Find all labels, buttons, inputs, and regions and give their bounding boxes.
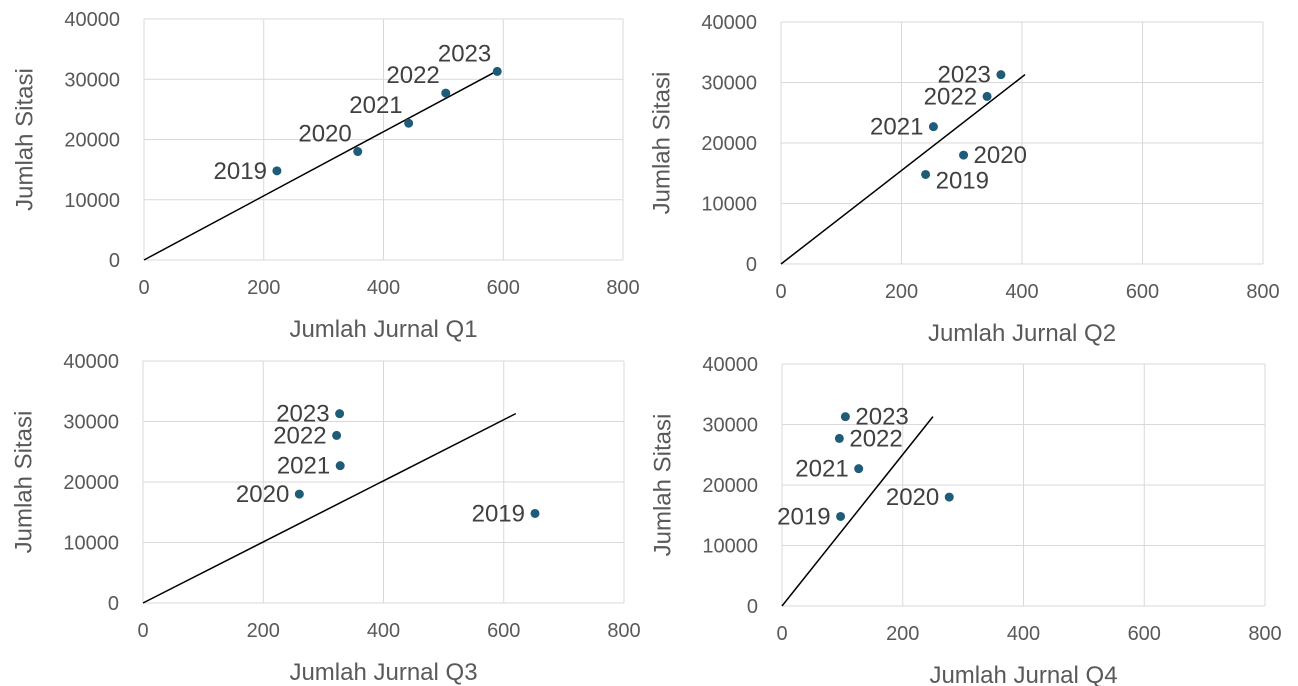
y-tick-label: 40000 [63, 351, 119, 373]
x-tick-label: 600 [1126, 281, 1159, 303]
data-label: 2020 [236, 481, 289, 508]
y-tick-label: 10000 [64, 190, 120, 212]
x-tick-label: 0 [775, 281, 786, 303]
data-point [530, 508, 540, 518]
y-tick-label: 30000 [63, 412, 119, 434]
y-tick-label: 30000 [702, 415, 758, 437]
y-tick-label: 30000 [64, 69, 120, 91]
data-point [294, 489, 304, 499]
data-label: 2021 [870, 114, 923, 141]
y-tick-label: 10000 [702, 536, 758, 558]
y-tick-label: 20000 [702, 475, 758, 497]
data-label: 2022 [924, 83, 977, 110]
x-tick-label: 800 [606, 277, 639, 299]
x-axis-title: Jumlah Jurnal Q3 [289, 659, 477, 686]
trendline [781, 416, 934, 607]
y-tick-label: 40000 [701, 12, 757, 34]
chart-panel-4: 0 200 400 600 800 0 10000 20000 30000 40000 Jumlah… [649, 354, 1281, 686]
y-axis-title: Jumlah Sitasi [10, 411, 37, 554]
y-tick-label: 40000 [702, 354, 758, 376]
data-label: 2022 [273, 422, 326, 449]
data-point [854, 464, 864, 474]
x-tick-label: 800 [1246, 281, 1279, 303]
data-label: 2023 [276, 401, 329, 428]
x-tick-label: 0 [138, 277, 149, 299]
data-point [335, 461, 345, 471]
data-label: 2020 [886, 484, 939, 511]
data-label: 2019 [472, 500, 525, 527]
data-label: 2021 [349, 92, 402, 119]
x-axis-title: Jumlah Jurnal Q4 [929, 662, 1117, 686]
trendline [143, 70, 497, 261]
x-tick-label: 600 [487, 620, 520, 642]
data-label: 2022 [386, 62, 439, 89]
x-axis-title: Jumlah Jurnal Q2 [928, 320, 1116, 347]
data-point [996, 70, 1006, 80]
data-point [834, 433, 844, 443]
x-tick-label: 200 [247, 277, 280, 299]
y-tick-label: 20000 [64, 130, 120, 152]
data-point [836, 511, 846, 521]
x-tick-label: 200 [247, 620, 280, 642]
data-point [959, 150, 969, 160]
data-point [335, 409, 345, 419]
y-tick-label: 0 [746, 254, 757, 276]
x-tick-label: 0 [776, 623, 787, 645]
y-axis-title: Jumlah Sitasi [649, 414, 676, 557]
trendline [142, 412, 517, 604]
data-label: 2023 [855, 404, 908, 431]
y-tick-label: 20000 [63, 472, 119, 494]
x-tick-label: 400 [367, 277, 400, 299]
data-point [982, 91, 992, 101]
x-tick-label: 400 [367, 620, 400, 642]
data-point [928, 122, 938, 132]
trendline [780, 74, 1026, 265]
x-tick-label: 0 [137, 620, 148, 642]
data-label: 2023 [938, 62, 991, 89]
x-tick-label: 200 [885, 281, 918, 303]
y-axis-title: Jumlah Sitasi [648, 72, 675, 215]
data-label: 2022 [849, 425, 902, 452]
x-tick-label: 200 [886, 623, 919, 645]
data-point [441, 88, 451, 98]
data-point [492, 66, 502, 76]
chart-panel-2: 0 200 400 600 800 0 10000 20000 30000 40000 Jumlah… [648, 12, 1279, 347]
y-tick-label: 30000 [701, 73, 757, 95]
data-label: 2021 [277, 453, 330, 480]
data-point [921, 169, 931, 179]
y-tick-label: 20000 [701, 133, 757, 155]
data-point [944, 492, 954, 502]
chart-panel-3: 0 200 400 600 800 0 10000 20000 30000 40000 Jumlah… [10, 351, 640, 686]
data-label: 2023 [438, 40, 491, 67]
data-label: 2020 [974, 142, 1027, 169]
y-tick-label: 0 [747, 596, 758, 618]
x-axis-title: Jumlah Jurnal Q1 [289, 316, 477, 343]
x-tick-label: 600 [1128, 623, 1161, 645]
y-tick-label: 0 [109, 250, 120, 272]
x-tick-label: 800 [1248, 623, 1281, 645]
y-tick-label: 10000 [63, 533, 119, 555]
data-label: 2019 [777, 503, 830, 530]
y-tick-label: 40000 [64, 9, 120, 31]
data-label: 2020 [298, 121, 351, 148]
data-label: 2019 [214, 158, 267, 185]
y-tick-label: 10000 [701, 194, 757, 216]
x-tick-label: 800 [607, 620, 640, 642]
y-tick-label: 0 [108, 593, 119, 615]
x-tick-label: 600 [487, 277, 520, 299]
data-point [353, 147, 363, 157]
data-point [332, 430, 342, 440]
data-label: 2021 [795, 456, 848, 483]
x-tick-label: 400 [1005, 281, 1038, 303]
y-axis-title: Jumlah Sitasi [11, 68, 38, 211]
data-point [272, 166, 282, 176]
data-label: 2019 [936, 167, 989, 194]
data-point [840, 412, 850, 422]
data-point [404, 118, 414, 128]
x-tick-label: 400 [1007, 623, 1040, 645]
chart-panel-1: 0 200 400 600 800 0 10000 20000 30000 40000 Jumlah… [11, 9, 639, 343]
